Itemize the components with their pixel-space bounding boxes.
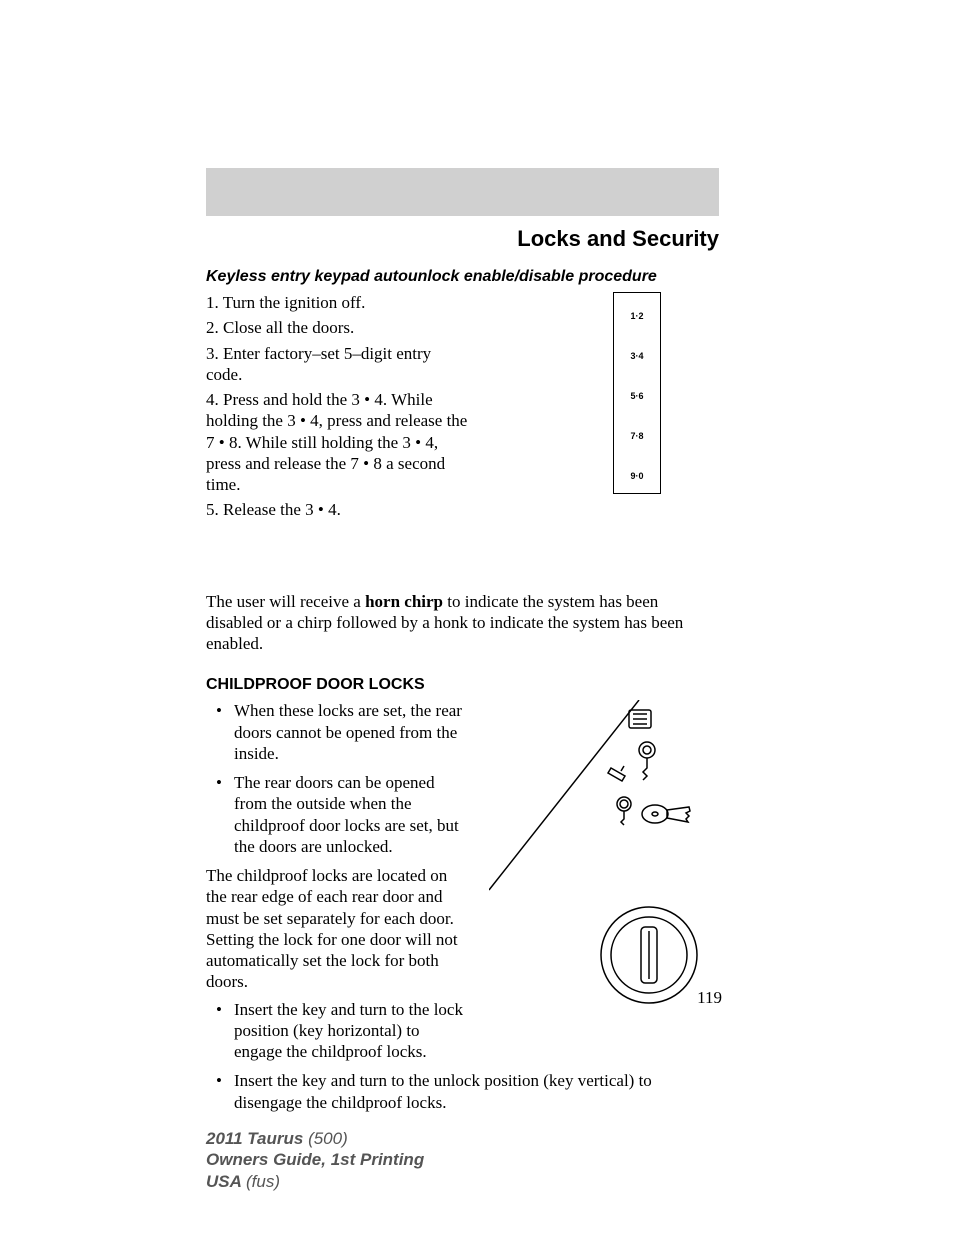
- bullet-a-1: When these locks are set, the rear doors…: [206, 700, 471, 764]
- childproof-lock-illustration: [489, 700, 719, 1010]
- childproof-para: The childproof locks are located on the …: [206, 865, 471, 993]
- footer: 2011 Taurus (500) Owners Guide, 1st Prin…: [206, 1128, 424, 1192]
- section-title: Locks and Security: [206, 226, 719, 252]
- step-4: 4. Press and hold the 3 • 4. While holdi…: [206, 389, 471, 495]
- footer-region-code: (fus): [246, 1172, 280, 1191]
- bullet-b-1: Insert the key and turn to the lock posi…: [206, 999, 471, 1063]
- keypad-btn-3-4: 3·4: [630, 351, 643, 361]
- step-1: 1. Turn the ignition off.: [206, 292, 471, 313]
- childproof-bullets-b-1: Insert the key and turn to the lock posi…: [206, 999, 471, 1063]
- note-pre: The user will receive a: [206, 592, 365, 611]
- bullet-b-2: Insert the key and turn to the unlock po…: [206, 1070, 719, 1113]
- step-2: 2. Close all the doors.: [206, 317, 471, 338]
- footer-model-code: (500): [308, 1129, 348, 1148]
- horn-chirp-note: The user will receive a horn chirp to in…: [206, 591, 719, 655]
- step-5: 5. Release the 3 • 4.: [206, 499, 471, 520]
- keypad-btn-7-8: 7·8: [630, 431, 643, 441]
- procedure-heading: Keyless entry keypad autounlock enable/d…: [206, 268, 719, 286]
- header-gray-bar: [206, 168, 719, 216]
- procedure-steps: 1. Turn the ignition off. 2. Close all t…: [206, 292, 471, 521]
- step-3: 3. Enter factory–set 5–digit entry code.: [206, 343, 471, 386]
- childproof-heading: CHILDPROOF DOOR LOCKS: [206, 676, 719, 694]
- childproof-bullets-b-2: Insert the key and turn to the unlock po…: [206, 1070, 719, 1113]
- footer-region: USA: [206, 1172, 246, 1191]
- keypad-btn-5-6: 5·6: [630, 391, 643, 401]
- keypad-btn-1-2: 1·2: [630, 311, 643, 321]
- footer-model: 2011 Taurus: [206, 1129, 308, 1148]
- childproof-bullets-a: When these locks are set, the rear doors…: [206, 700, 471, 857]
- keypad-illustration: 1·2 3·4 5·6 7·8 9·0: [613, 292, 661, 494]
- footer-guide: Owners Guide, 1st Printing: [206, 1149, 424, 1170]
- keypad-btn-9-0: 9·0: [630, 471, 643, 481]
- page-number: 119: [697, 988, 722, 1008]
- note-bold: horn chirp: [365, 592, 443, 611]
- bullet-a-2: The rear doors can be opened from the ou…: [206, 772, 471, 857]
